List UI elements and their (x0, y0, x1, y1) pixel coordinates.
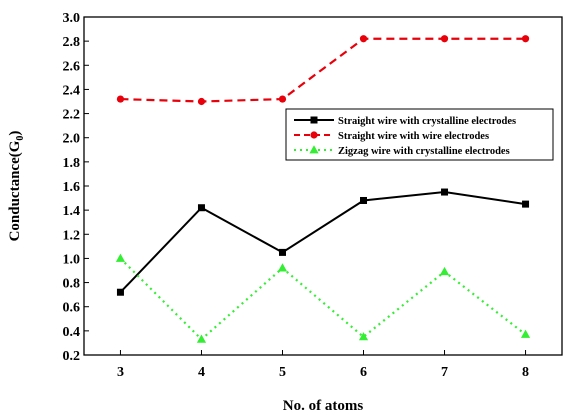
y-tick-label: 2.6 (63, 59, 81, 74)
legend-label: Straight wire with wire electrodes (338, 131, 489, 142)
y-tick-label: 1.4 (63, 204, 81, 219)
series-3-point (277, 263, 288, 272)
legend-marker (309, 145, 319, 154)
y-tick-label: 1.6 (63, 180, 81, 195)
y-tick-label: 1.2 (63, 228, 81, 243)
series-2-point (521, 35, 530, 43)
legend-entry-2: Straight wire with wire electrodes (294, 131, 489, 142)
series-3-point (439, 266, 450, 276)
series-1 (116, 188, 530, 296)
y-tick-label: 1.8 (63, 156, 81, 171)
y-axis-title-main: Conductance(G (7, 140, 23, 241)
x-tick-label: 5 (279, 365, 286, 380)
series-1-point (197, 204, 205, 212)
x-tick-label: 7 (441, 365, 448, 380)
y-axis-title-subscript: 0 (15, 136, 26, 141)
series-1-point (522, 200, 530, 208)
series-2-point (359, 35, 368, 43)
legend: Straight wire with crystalline electrode… (285, 108, 554, 161)
series-2-point (440, 35, 449, 43)
y-tick-label: 2.2 (63, 108, 81, 123)
series-2-line (120, 37, 526, 103)
series-1-point (116, 288, 124, 296)
series-layer (115, 35, 531, 343)
series-3 (115, 253, 531, 343)
ticks-layer: 0.2 0.4 0.6 0.8 1.0 1.2 1.4 1.6 1.8 2.0 2.2 2.4 2.6 2… (63, 11, 530, 380)
series-1-point (278, 248, 286, 256)
x-tick-label: 3 (117, 365, 124, 380)
x-tick-label: 6 (360, 365, 367, 380)
y-axis-title: Conductance(G0) (7, 131, 26, 242)
legend-entry-1: Straight wire with crystalline electrode… (294, 116, 516, 127)
series-1-point (360, 196, 368, 204)
x-axis-title: No. of atoms (283, 398, 364, 414)
legend-label: Straight wire with crystalline electrode… (338, 116, 516, 127)
series-2 (116, 35, 530, 106)
legend-marker (310, 116, 318, 124)
y-tick-label: 0.8 (63, 277, 81, 292)
y-tick-label: 0.2 (63, 349, 81, 364)
series-3-point (196, 334, 207, 343)
series-3-point (115, 253, 126, 262)
series-1-line (119, 191, 526, 293)
legend-entry-3: Zigzag wire with crystalline electrodes (294, 145, 510, 157)
series-2-point (116, 95, 125, 103)
y-tick-label: 0.6 (63, 301, 81, 316)
series-3-point (520, 329, 531, 338)
legend-box (285, 108, 554, 161)
x-tick-label: 4 (198, 365, 205, 380)
legend-marker (310, 131, 318, 139)
y-tick-label: 2.0 (63, 132, 81, 147)
legend-label: Zigzag wire with crystalline electrodes (338, 146, 510, 157)
series-3-point (358, 332, 369, 341)
y-tick-label: 1.0 (63, 252, 81, 267)
series-2-point (278, 95, 287, 103)
series-1-point (441, 188, 449, 196)
y-tick-label: 2.4 (63, 83, 81, 98)
series-3-line (119, 257, 527, 341)
y-tick-label: 0.4 (63, 325, 81, 340)
series-2-point (197, 97, 206, 106)
x-tick-label: 8 (522, 365, 529, 380)
y-tick-label: 3.0 (63, 11, 81, 26)
y-axis-title-close: ) (7, 131, 23, 136)
y-tick-label: 2.8 (63, 35, 81, 50)
